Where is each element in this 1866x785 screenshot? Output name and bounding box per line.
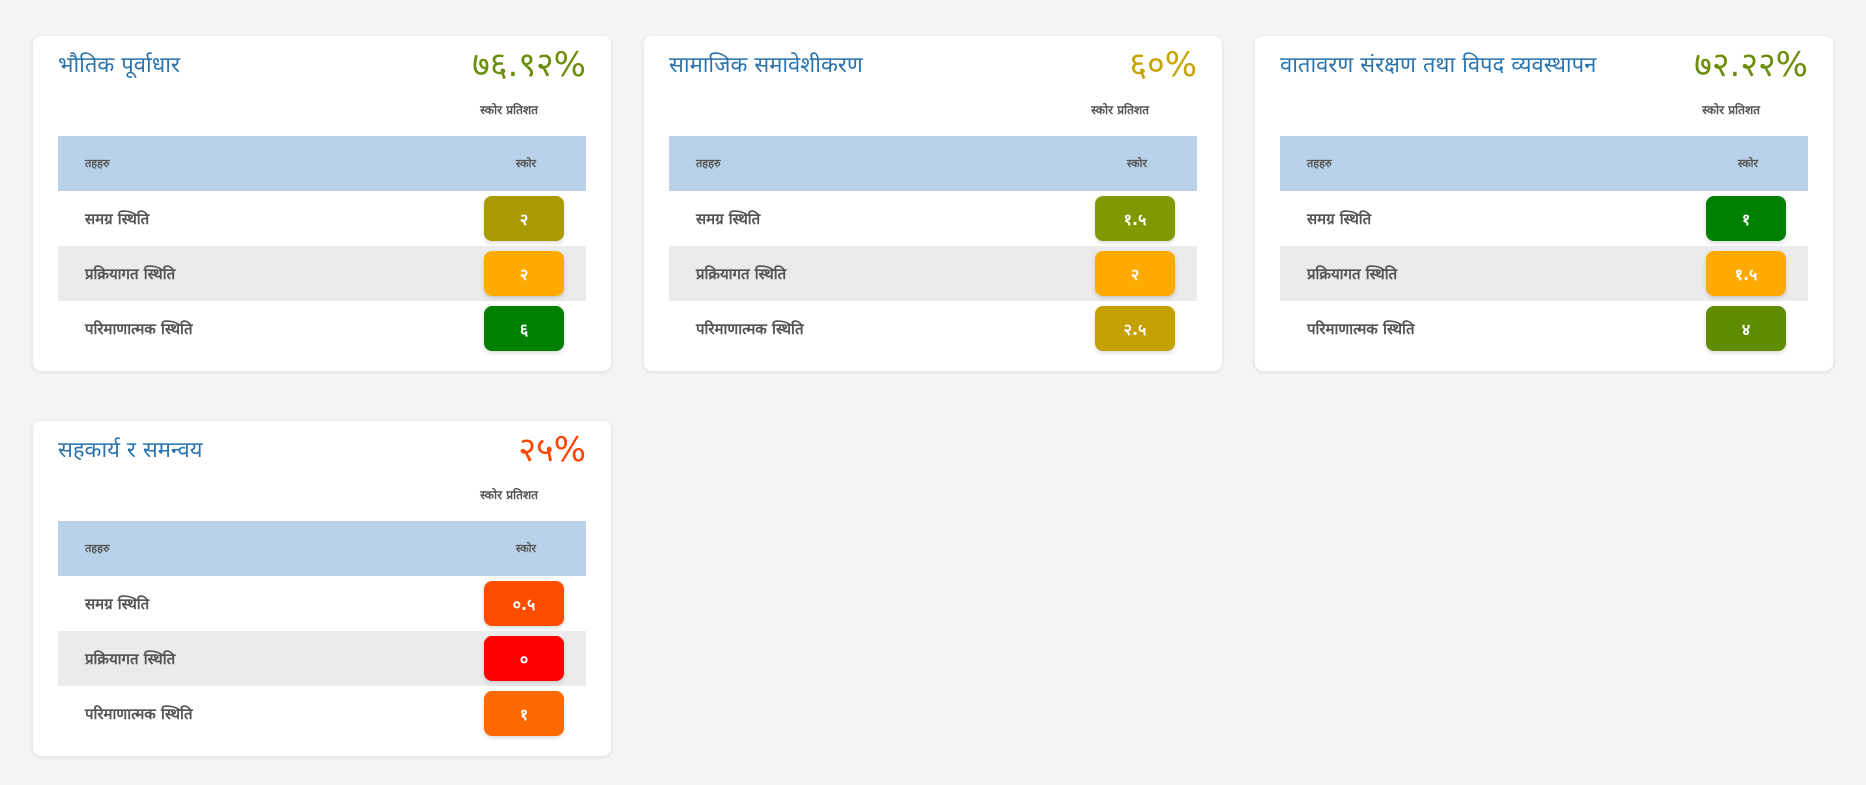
score-badge: २ — [484, 196, 564, 241]
row-label: परिमाणात्मक स्थिति — [85, 705, 193, 723]
column-header-score: स्कोर — [1737, 157, 1758, 170]
score-percent: ६०% — [1129, 45, 1197, 85]
score-card-cooperation-coordination: सहकार्य र समन्वय २५% स्कोर प्रतिशत तहहरु… — [33, 421, 611, 756]
score-badge: २ — [484, 251, 564, 296]
card-title: भौतिक पूर्वाधार — [58, 53, 180, 78]
score-table: तहहरु स्कोर समग्र स्थिति ०.५ प्रक्रियागत… — [58, 521, 586, 741]
score-percent-label: स्कोर प्रतिशत — [480, 103, 538, 117]
table-row: समग्र स्थिति १.५ — [669, 191, 1197, 246]
score-badge: २.५ — [1095, 306, 1175, 351]
card-title: सामाजिक समावेशीकरण — [669, 53, 863, 78]
table-row: परिमाणात्मक स्थिति ४ — [1280, 301, 1808, 356]
table-row: समग्र स्थिति २ — [58, 191, 586, 246]
row-label: प्रक्रियागत स्थिति — [85, 650, 176, 668]
table-row: प्रक्रियागत स्थिति ० — [58, 631, 586, 686]
row-label: प्रक्रियागत स्थिति — [696, 265, 787, 283]
row-label: प्रक्रियागत स्थिति — [1307, 265, 1398, 283]
card-title: सहकार्य र समन्वय — [58, 438, 203, 463]
column-header-layer: तहहरु — [85, 542, 110, 555]
card-header: सहकार्य र समन्वय २५% स्कोर प्रतिशत — [58, 421, 586, 521]
score-badge: ०.५ — [484, 581, 564, 626]
row-label: परिमाणात्मक स्थिति — [696, 320, 804, 338]
column-header-layer: तहहरु — [85, 157, 110, 170]
card-header: वातावरण संरक्षण तथा विपद व्यवस्थापन ७२.२… — [1280, 36, 1808, 136]
score-badge: ४ — [1706, 306, 1786, 351]
score-badge: ६ — [484, 306, 564, 351]
row-label: समग्र स्थिति — [85, 210, 150, 228]
table-header: तहहरु स्कोर — [58, 521, 586, 576]
score-badge: ० — [484, 636, 564, 681]
card-header: सामाजिक समावेशीकरण ६०% स्कोर प्रतिशत — [669, 36, 1197, 136]
score-table: तहहरु स्कोर समग्र स्थिति १ प्रक्रियागत स… — [1280, 136, 1808, 356]
score-percent-label: स्कोर प्रतिशत — [1091, 103, 1149, 117]
table-row: परिमाणात्मक स्थिति २.५ — [669, 301, 1197, 356]
score-table: तहहरु स्कोर समग्र स्थिति २ प्रक्रियागत स… — [58, 136, 586, 356]
score-percent-label: स्कोर प्रतिशत — [1702, 103, 1760, 117]
table-row: प्रक्रियागत स्थिति २ — [58, 246, 586, 301]
score-badge: १.५ — [1095, 196, 1175, 241]
row-label: समग्र स्थिति — [85, 595, 150, 613]
score-percent-label: स्कोर प्रतिशत — [480, 488, 538, 502]
score-percent: ७६.९२% — [472, 45, 586, 85]
row-label: समग्र स्थिति — [696, 210, 761, 228]
score-card-environment-disaster-management: वातावरण संरक्षण तथा विपद व्यवस्थापन ७२.२… — [1255, 36, 1833, 371]
table-row: परिमाणात्मक स्थिति ६ — [58, 301, 586, 356]
table-row: प्रक्रियागत स्थिति २ — [669, 246, 1197, 301]
table-row: प्रक्रियागत स्थिति १.५ — [1280, 246, 1808, 301]
row-label: प्रक्रियागत स्थिति — [85, 265, 176, 283]
card-title: वातावरण संरक्षण तथा विपद व्यवस्थापन — [1280, 53, 1597, 78]
column-header-layer: तहहरु — [1307, 157, 1332, 170]
score-table: तहहरु स्कोर समग्र स्थिति १.५ प्रक्रियागत… — [669, 136, 1197, 356]
score-percent: २५% — [518, 430, 586, 470]
table-row: परिमाणात्मक स्थिति १ — [58, 686, 586, 741]
table-row: समग्र स्थिति १ — [1280, 191, 1808, 246]
score-badge: १ — [1706, 196, 1786, 241]
table-header: तहहरु स्कोर — [58, 136, 586, 191]
column-header-score: स्कोर — [515, 157, 536, 170]
row-label: परिमाणात्मक स्थिति — [1307, 320, 1415, 338]
score-badge: १ — [484, 691, 564, 736]
card-header: भौतिक पूर्वाधार ७६.९२% स्कोर प्रतिशत — [58, 36, 586, 136]
column-header-layer: तहहरु — [696, 157, 721, 170]
score-card-physical-infrastructure: भौतिक पूर्वाधार ७६.९२% स्कोर प्रतिशत तहह… — [33, 36, 611, 371]
table-row: समग्र स्थिति ०.५ — [58, 576, 586, 631]
score-percent: ७२.२२% — [1694, 45, 1808, 85]
table-header: तहहरु स्कोर — [669, 136, 1197, 191]
score-badge: २ — [1095, 251, 1175, 296]
score-card-social-inclusion: सामाजिक समावेशीकरण ६०% स्कोर प्रतिशत तहह… — [644, 36, 1222, 371]
row-label: परिमाणात्मक स्थिति — [85, 320, 193, 338]
column-header-score: स्कोर — [1126, 157, 1147, 170]
row-label: समग्र स्थिति — [1307, 210, 1372, 228]
table-header: तहहरु स्कोर — [1280, 136, 1808, 191]
column-header-score: स्कोर — [515, 542, 536, 555]
score-badge: १.५ — [1706, 251, 1786, 296]
